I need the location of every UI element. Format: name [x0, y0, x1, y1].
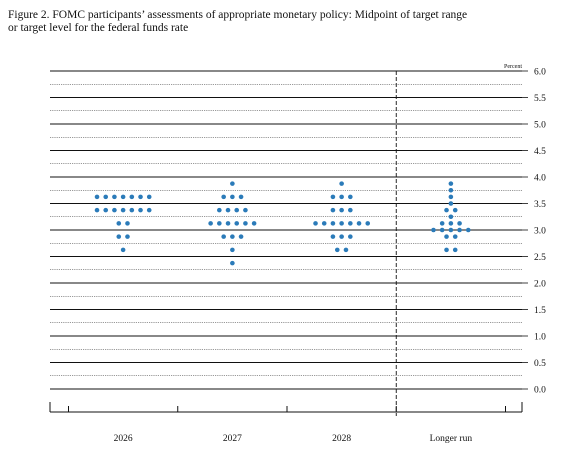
- dot: [120, 194, 126, 200]
- dot: [230, 234, 235, 239]
- dot: [448, 194, 454, 200]
- dot: [321, 221, 327, 226]
- dot: [112, 207, 117, 213]
- dot: [339, 181, 344, 186]
- dot: [313, 221, 318, 226]
- dot: [452, 247, 458, 253]
- dot: [116, 221, 122, 226]
- x-tick-label: Longer run: [430, 434, 473, 444]
- x-tick-label: 2026: [114, 434, 133, 444]
- dot: [112, 194, 117, 200]
- dot: [230, 181, 235, 186]
- dot: [448, 227, 454, 233]
- dot: [334, 247, 340, 253]
- y-tick-label: 1.5: [534, 306, 546, 316]
- dot: [94, 207, 100, 213]
- dot: [348, 221, 353, 226]
- dot: [439, 227, 445, 233]
- dot: [465, 227, 471, 233]
- y-tick-label: 3.0: [534, 227, 546, 237]
- dot: [365, 221, 371, 226]
- dot: [146, 194, 152, 200]
- y-tick-label: 6.0: [534, 68, 546, 78]
- dot: [138, 194, 143, 200]
- dot: [343, 247, 349, 253]
- y-tick-label: 0.5: [534, 359, 546, 369]
- y-unit: Percent: [504, 64, 522, 70]
- dot: [444, 247, 449, 253]
- dot: [330, 221, 336, 226]
- y-tick-label: 3.5: [534, 200, 546, 210]
- dot: [457, 227, 462, 233]
- dot: [221, 194, 226, 200]
- dot: [146, 207, 152, 213]
- dot: [330, 194, 336, 200]
- dot: [339, 194, 344, 200]
- dot: [230, 194, 235, 200]
- dot: [348, 194, 353, 200]
- chart-title: Figure 2. FOMC participants’ assessments…: [8, 9, 467, 21]
- dot: [234, 221, 240, 226]
- y-tick-label: 4.5: [534, 147, 546, 157]
- dot: [452, 234, 458, 239]
- dot: [225, 207, 231, 213]
- y-tick-label: 1.0: [534, 333, 546, 343]
- y-tick-label: 4.0: [534, 174, 546, 184]
- dot: [243, 221, 248, 226]
- dot: [129, 194, 135, 200]
- dot: [238, 234, 244, 239]
- dot: [125, 221, 130, 226]
- y-tick-label: 2.0: [534, 280, 546, 290]
- dot: [356, 221, 362, 226]
- dot: [452, 207, 458, 213]
- chart-title: or target level for the federal funds ra…: [8, 22, 188, 34]
- dot: [348, 234, 353, 239]
- y-tick-label: 5.0: [534, 121, 546, 131]
- dot: [225, 221, 231, 226]
- dot: [439, 221, 445, 226]
- dot: [120, 247, 126, 253]
- dot: [230, 260, 235, 266]
- dot: [138, 207, 143, 213]
- dot: [221, 234, 226, 239]
- dot: [448, 187, 454, 193]
- dot: [457, 221, 462, 226]
- dot: [217, 221, 222, 226]
- dot: [251, 221, 257, 226]
- dot: [230, 247, 235, 253]
- dot: [116, 234, 122, 239]
- dot: [238, 194, 244, 200]
- dot: [339, 207, 344, 213]
- dot: [94, 194, 100, 200]
- y-tick-label: 0.0: [534, 386, 546, 396]
- dot: [103, 194, 109, 200]
- dot: [243, 207, 248, 213]
- dot: [120, 207, 126, 213]
- dot: [448, 221, 454, 226]
- dot: [444, 207, 449, 213]
- dot: [339, 234, 344, 239]
- dot: [448, 201, 454, 206]
- dot: [330, 207, 336, 213]
- dot: [348, 207, 353, 213]
- x-tick-label: 2027: [223, 434, 242, 444]
- dot: [234, 207, 240, 213]
- dot: [129, 207, 135, 213]
- y-tick-label: 5.5: [534, 94, 546, 104]
- dot: [444, 234, 449, 239]
- dot: [217, 207, 222, 213]
- dot: [431, 227, 436, 233]
- x-tick-label: 2028: [332, 434, 351, 444]
- dot: [330, 234, 336, 239]
- dot: [103, 207, 109, 213]
- dot: [208, 221, 213, 226]
- y-tick-label: 2.5: [534, 253, 546, 263]
- dot: [125, 234, 130, 239]
- dot: [448, 181, 454, 186]
- dot: [448, 214, 454, 220]
- dot: [339, 221, 344, 226]
